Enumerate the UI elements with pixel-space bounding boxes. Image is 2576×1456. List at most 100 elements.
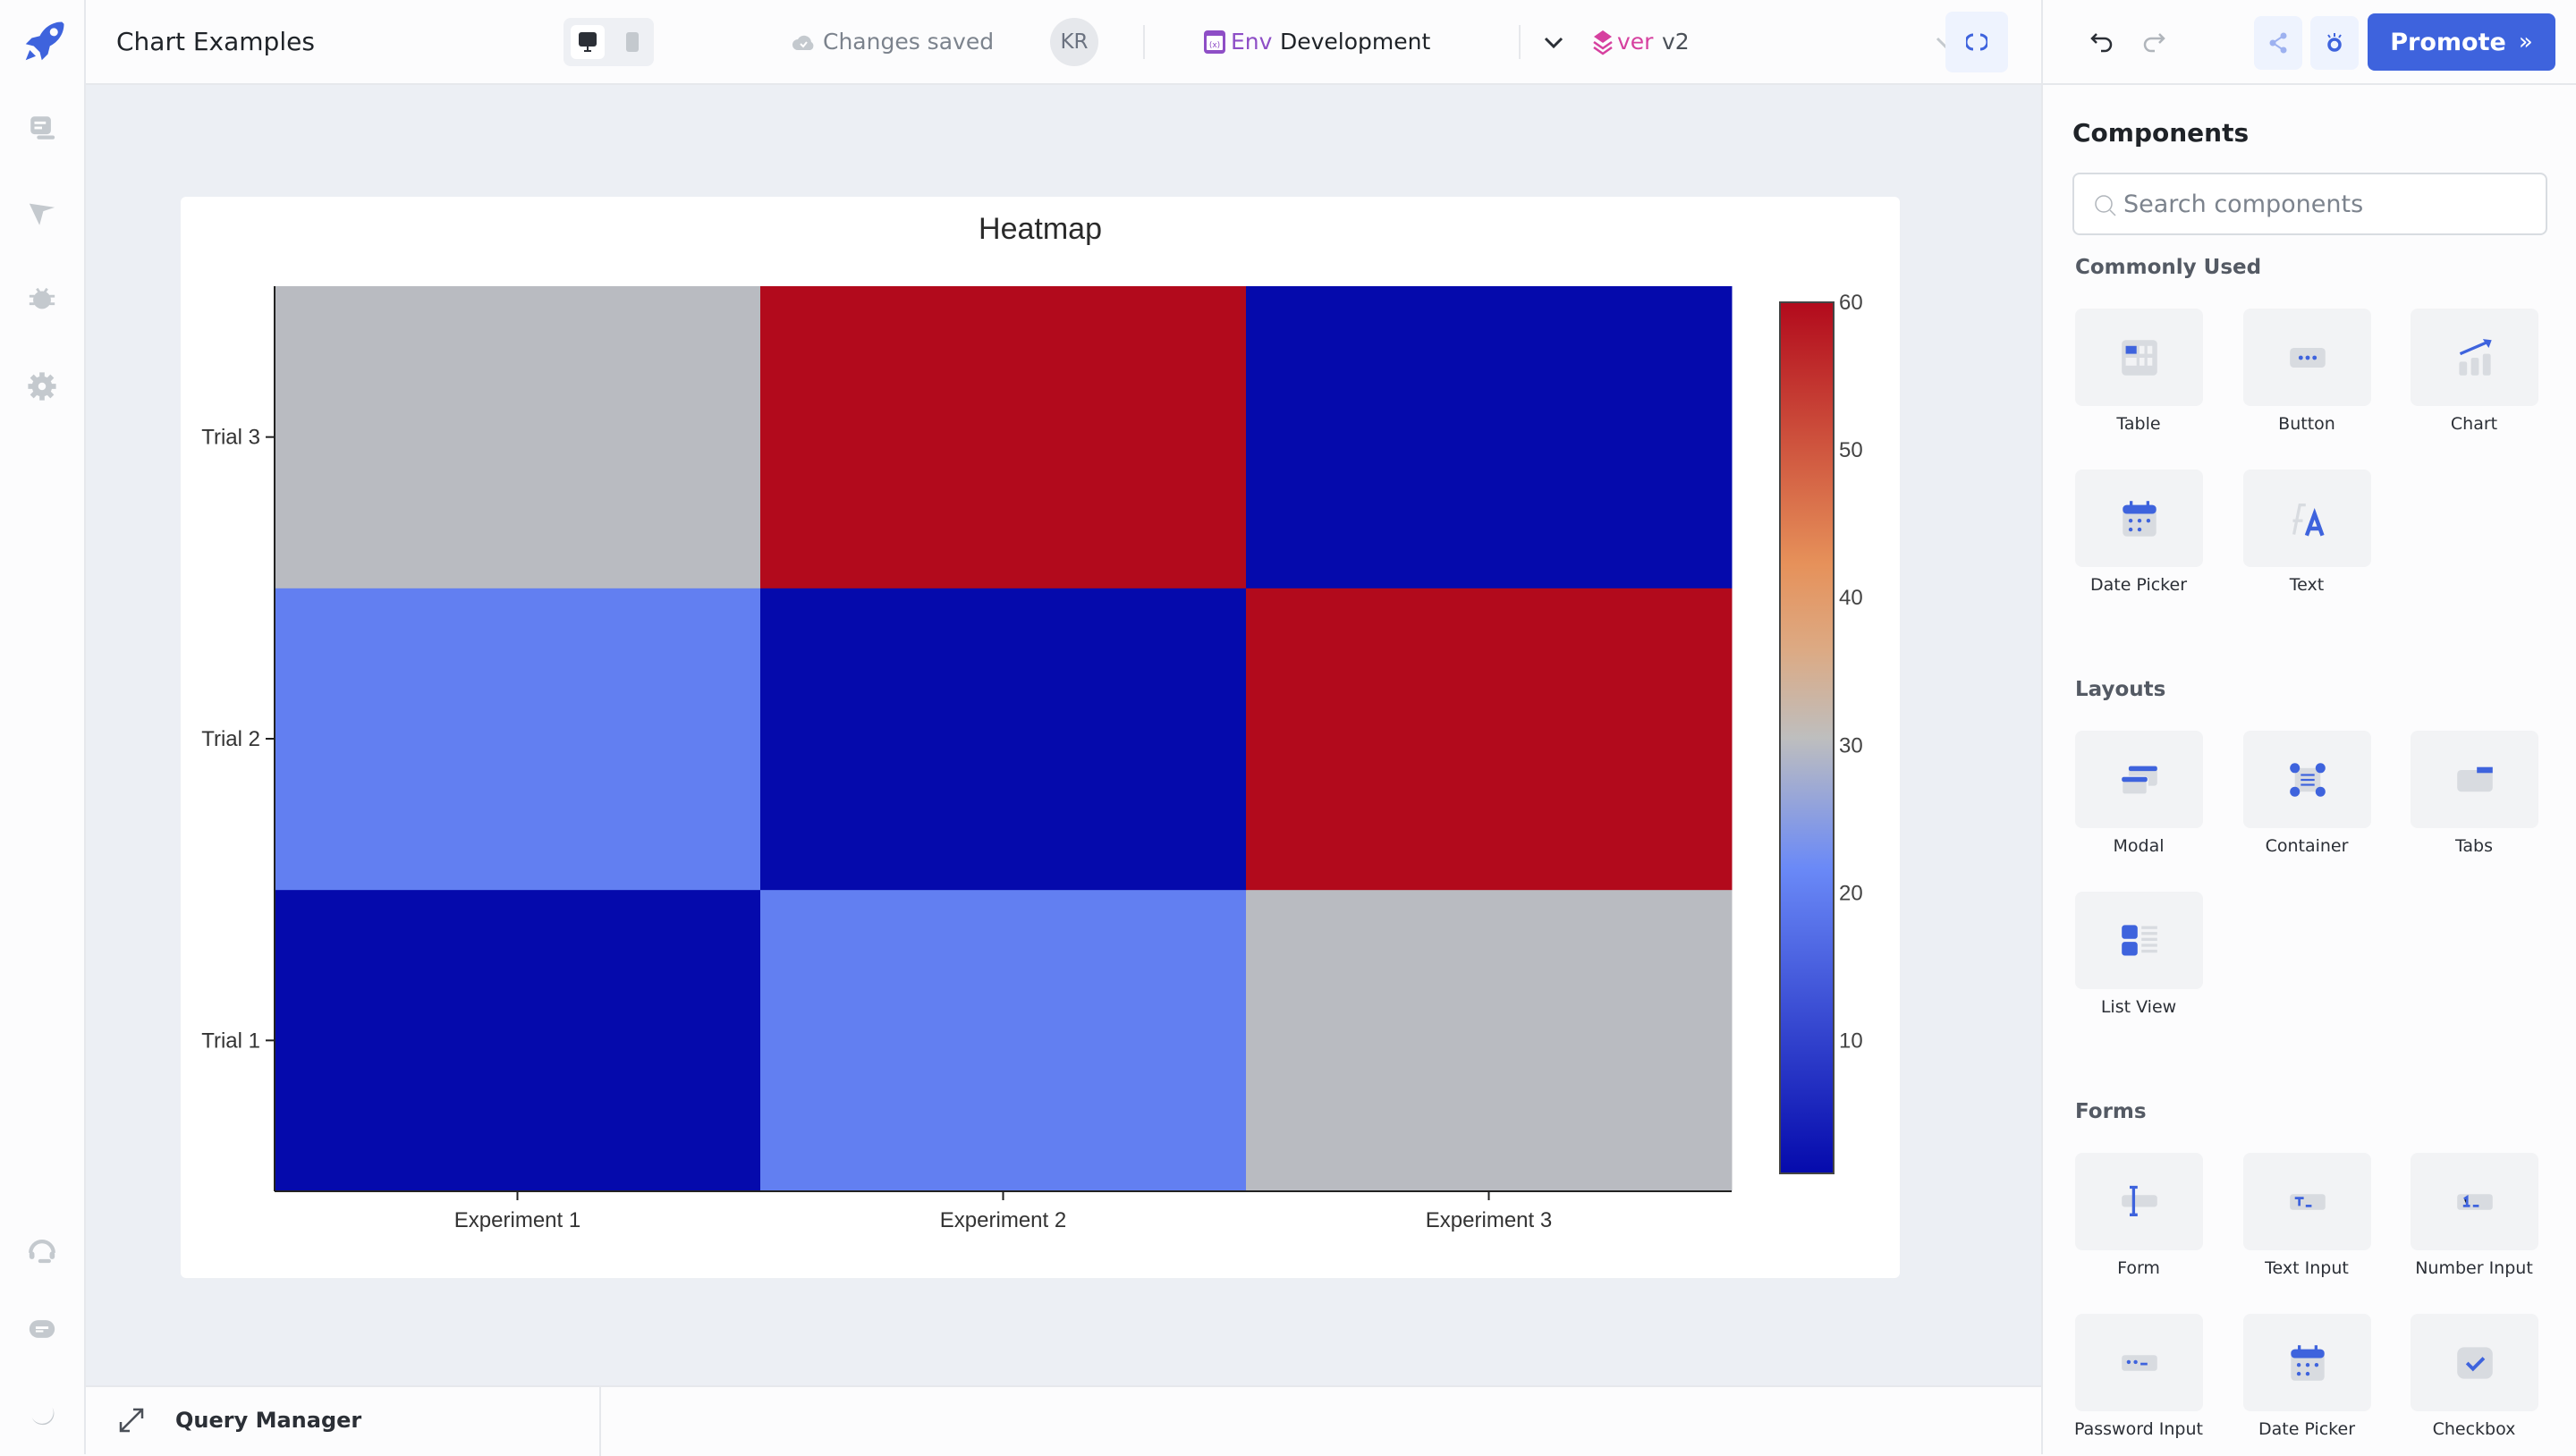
app-logo-rocket-icon[interactable]	[20, 18, 68, 66]
heatmap-cell	[1246, 889, 1733, 1192]
search-placeholder: Search components	[2123, 190, 2364, 218]
support-icon[interactable]	[27, 1235, 57, 1266]
heatmap-cell	[275, 889, 761, 1192]
heatmap-cell	[1246, 286, 1733, 588]
query-manager-bar[interactable]: Query Manager	[86, 1385, 2041, 1456]
button-icon	[2289, 347, 2326, 368]
cloud-check-icon	[792, 35, 814, 50]
tabs-icon	[2456, 766, 2493, 791]
mobile-icon	[626, 32, 639, 52]
component-label: Text	[2289, 575, 2325, 595]
redo-icon[interactable]	[2141, 30, 2166, 54]
table-icon	[2121, 339, 2157, 376]
inspector-icon[interactable]	[27, 199, 57, 229]
variable-icon: (x)	[1204, 30, 1225, 54]
colorbar-tick-label: 40	[1839, 586, 1863, 610]
component-label: Date Picker	[2258, 1419, 2356, 1439]
left-sidebar	[0, 0, 86, 1454]
promote-label: Promote	[2390, 28, 2506, 56]
promote-button[interactable]: Promote »	[2368, 13, 2555, 71]
editor-header: Chart Examples Changes saved KR (x) Env …	[86, 0, 2041, 85]
user-avatar[interactable]: KR	[1050, 18, 1098, 66]
colorbar-tick-label: 10	[1839, 1029, 1863, 1053]
component-label: List View	[2100, 997, 2177, 1017]
component-list-view[interactable]	[2075, 892, 2203, 989]
colorbar-tick-label: 30	[1839, 733, 1863, 758]
share-icon	[2269, 32, 2287, 54]
section-title: Commonly Used	[2075, 256, 2262, 279]
component-tabs[interactable]	[2411, 731, 2538, 828]
colorbar-tick-label: 20	[1839, 881, 1863, 905]
component-chart[interactable]	[2411, 309, 2538, 406]
colorbar	[1779, 301, 1835, 1174]
component-label: Password Input	[2074, 1419, 2203, 1439]
colorbar-tick-label: 50	[1839, 438, 1863, 462]
y-tick-label: Trial 2	[201, 727, 260, 751]
refresh-button[interactable]	[1945, 12, 2008, 72]
heatmap-cell	[760, 588, 1247, 891]
component-text[interactable]	[2243, 470, 2371, 567]
svg-text:(x): (x)	[1209, 41, 1220, 50]
component-button[interactable]	[2243, 309, 2371, 406]
checkbox-icon	[2456, 1346, 2493, 1379]
component-number-input[interactable]	[2411, 1153, 2538, 1250]
settings-icon[interactable]	[27, 371, 57, 402]
y-tick-label: Trial 3	[201, 426, 260, 450]
component-label: Text Input	[2265, 1258, 2349, 1278]
component-table[interactable]	[2075, 309, 2203, 406]
component-label: Date Picker	[2089, 575, 2188, 595]
component-modal[interactable]	[2075, 731, 2203, 828]
dark-mode-icon[interactable]	[27, 1400, 57, 1430]
search-components-input[interactable]: Search components	[2072, 173, 2547, 235]
text-icon	[2292, 503, 2325, 536]
component-text-input[interactable]	[2243, 1153, 2371, 1250]
comment-icon[interactable]	[27, 113, 57, 143]
chart-title: Heatmap	[979, 212, 1102, 246]
chart-widget[interactable]: Heatmap Experiment 1 Experiment 2 Experime…	[181, 197, 1900, 1278]
component-date-picker[interactable]	[2243, 1314, 2371, 1411]
colorbar-tick-label: 60	[1839, 291, 1863, 315]
share-button[interactable]	[2254, 16, 2302, 70]
version-label: ver	[1617, 29, 1654, 55]
component-password-input[interactable]	[2075, 1314, 2203, 1411]
chat-icon[interactable]	[27, 1314, 57, 1344]
heatmap-cell	[275, 588, 761, 891]
environment-selector[interactable]: (x) Env Development	[1204, 18, 1580, 66]
heatmap-chart: Heatmap Experiment 1 Experiment 2 Experime…	[201, 212, 1863, 1232]
container-icon	[2289, 762, 2326, 797]
env-value: Development	[1280, 29, 1431, 55]
date-picker-icon	[2290, 1344, 2325, 1381]
divider	[599, 1387, 601, 1456]
component-container[interactable]	[2243, 731, 2371, 828]
app-title[interactable]: Chart Examples	[116, 27, 315, 56]
version-value: v2	[1662, 29, 1690, 55]
save-status: Changes saved	[823, 29, 995, 55]
component-label: Number Input	[2415, 1258, 2533, 1278]
query-manager-label: Query Manager	[175, 1408, 362, 1433]
version-layers-icon	[1593, 30, 1613, 55]
desktop-view-button[interactable]	[571, 25, 605, 59]
desktop-icon	[579, 32, 597, 52]
undo-icon[interactable]	[2089, 30, 2114, 54]
password-input-icon	[2121, 1354, 2157, 1371]
component-date-picker[interactable]	[2075, 470, 2203, 567]
component-checkbox[interactable]	[2411, 1314, 2538, 1411]
divider	[1143, 25, 1145, 59]
expand-icon[interactable]	[118, 1407, 145, 1434]
component-label: Tabs	[2454, 836, 2494, 856]
debugger-icon[interactable]	[27, 284, 57, 314]
component-label: Chart	[2450, 414, 2498, 434]
version-selector[interactable]: ver v2	[1590, 18, 1966, 66]
x-tick-label: Experiment 1	[454, 1208, 580, 1232]
section-title: Layouts	[2075, 678, 2166, 701]
component-form[interactable]	[2075, 1153, 2203, 1250]
component-label: Container	[2265, 836, 2349, 856]
preview-button[interactable]	[2310, 16, 2359, 70]
heatmap-cell	[760, 889, 1247, 1192]
mobile-view-button[interactable]	[615, 25, 649, 59]
divider	[1519, 25, 1521, 59]
env-label: Env	[1231, 29, 1273, 55]
form-icon	[2121, 1185, 2157, 1216]
eye-icon	[2327, 33, 2342, 52]
text-input-icon	[2289, 1193, 2326, 1210]
